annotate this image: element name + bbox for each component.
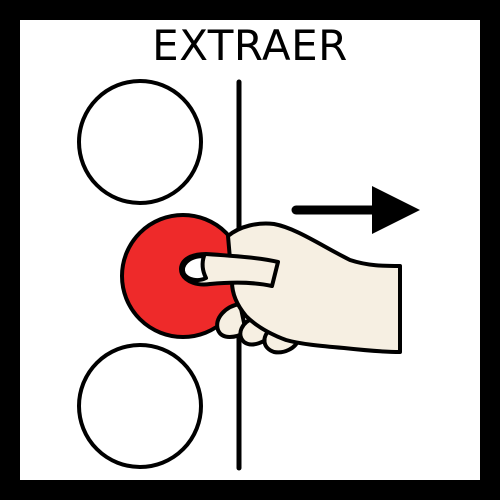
empty-circle-bottom-icon bbox=[77, 343, 203, 469]
empty-circle-top-icon bbox=[77, 79, 203, 205]
arrow-right-icon bbox=[291, 186, 420, 234]
pictogram-title: EXTRAER bbox=[152, 21, 348, 70]
hand-icon bbox=[179, 221, 402, 355]
